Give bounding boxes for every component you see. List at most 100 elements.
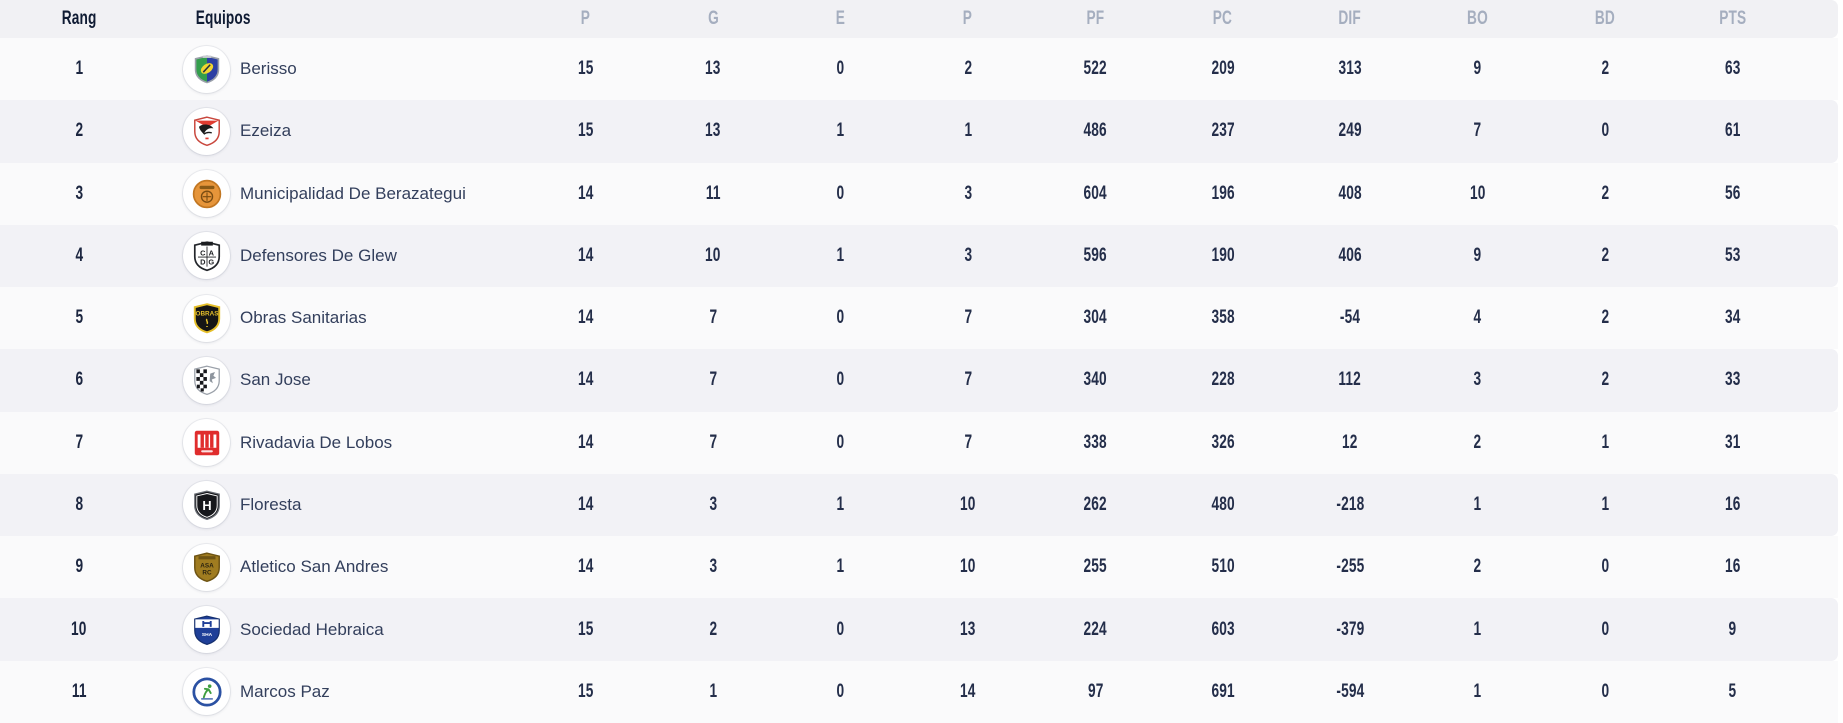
team-cell: Ezeiza (158, 107, 522, 155)
stat-cell-bo: 9 (1414, 245, 1541, 267)
stat-cell-pc: 326 (1159, 432, 1286, 454)
stat-cell-g: 3 (649, 494, 776, 516)
header-label-pc: PC (1213, 8, 1233, 29)
stat-cell-pc: 228 (1159, 369, 1286, 391)
stat-cell-pts: 16 (1669, 494, 1796, 516)
stat-cell-bd: 0 (1541, 681, 1668, 703)
team-cell: ASA RC Atletico San Andres (158, 543, 522, 591)
marcos-paz-crest-icon (183, 668, 230, 716)
stat-cell-pc: 196 (1159, 183, 1286, 205)
stat-value: 10 (960, 493, 976, 515)
header-label-p2: P (963, 8, 973, 29)
stat-value: 209 (1211, 58, 1235, 80)
stat-value: 7 (964, 307, 972, 329)
table-row[interactable]: 2 Ezeiza 15 13 1 1 486 237 249 7 0 61 (0, 100, 1838, 163)
stat-cell-bd: 2 (1541, 307, 1668, 329)
stat-cell-pf: 255 (1032, 556, 1159, 578)
table-row[interactable]: 9 ASA RC Atletico San Andres 14 3 1 10 25… (0, 536, 1838, 599)
stat-value: 5 (1728, 680, 1737, 702)
berisso-crest-icon (183, 45, 230, 93)
team-cell: Municipalidad De Berazategui (158, 170, 522, 218)
stat-value: 340 (1083, 369, 1107, 391)
stat-value: 228 (1211, 369, 1235, 391)
stat-value: 2 (1601, 244, 1609, 266)
stat-cell-p2: 14 (904, 681, 1031, 703)
stat-value: -594 (1336, 680, 1365, 702)
san-andres-crest-icon: ASA RC (183, 543, 230, 591)
stat-value: -54 (1339, 307, 1361, 329)
stat-value: 0 (836, 680, 845, 702)
rank-value: 2 (75, 120, 83, 142)
rivadavia-crest-icon (183, 419, 230, 467)
table-row[interactable]: 8 H Floresta 14 3 1 10 262 480 -218 1 1 … (0, 473, 1838, 537)
stat-cell-bo: 3 (1414, 369, 1541, 391)
stat-value: 9 (1473, 58, 1482, 80)
table-row[interactable]: 7 Rivadavia De Lobos 14 7 0 7 338 326 12… (0, 411, 1838, 474)
stat-value: 0 (836, 58, 845, 80)
svg-text:OBRAS: OBRAS (195, 311, 218, 318)
floresta-crest-icon: H (183, 481, 230, 529)
stat-cell-e: 0 (777, 619, 904, 641)
stat-cell-p1: 14 (522, 494, 649, 516)
stat-value: 15 (577, 58, 594, 80)
svg-text:A: A (208, 248, 214, 257)
stat-value: 0 (836, 307, 845, 329)
stat-value: 4 (1473, 307, 1482, 329)
stat-cell-p2: 2 (904, 58, 1031, 80)
stat-value: 237 (1211, 120, 1235, 142)
stat-cell-pc: 691 (1159, 681, 1286, 703)
stat-value: 7 (709, 369, 717, 391)
stat-cell-pf: 224 (1032, 619, 1159, 641)
stat-cell-pf: 596 (1032, 245, 1159, 267)
stat-cell-bo: 9 (1414, 58, 1541, 80)
stat-cell-p1: 14 (522, 556, 649, 578)
stat-cell-g: 7 (649, 369, 776, 391)
stat-cell-p1: 15 (522, 58, 649, 80)
table-row[interactable]: 10 SHA Sociedad Hebraica 15 2 0 13 224 6… (0, 598, 1838, 661)
stat-value: 406 (1338, 244, 1362, 266)
stat-value: 14 (577, 182, 594, 204)
stat-value: 9 (1473, 244, 1482, 266)
stat-value: 16 (1724, 493, 1741, 515)
stat-cell-pts: 61 (1669, 120, 1796, 142)
stat-value: -218 (1336, 493, 1365, 515)
header-label-dif: DIF (1338, 8, 1362, 29)
stat-value: 15 (577, 120, 594, 142)
header-cell-pf: PF (1032, 8, 1159, 30)
table-row[interactable]: 6 San Jose 14 7 0 7 340 228 112 3 2 33 (0, 349, 1838, 412)
stat-cell-dif: -218 (1286, 494, 1413, 516)
stat-value: 604 (1083, 182, 1107, 204)
table-row[interactable]: 5 OBRAS Obras Sanitarias 14 7 0 7 304 35… (0, 287, 1838, 350)
stat-value: 0 (836, 618, 845, 640)
stat-value: 13 (705, 58, 721, 80)
rank-value: 9 (75, 556, 83, 578)
stat-cell-bo: 2 (1414, 556, 1541, 578)
stat-cell-dif: 408 (1286, 183, 1413, 205)
stat-cell-p1: 15 (522, 681, 649, 703)
stat-cell-bd: 0 (1541, 120, 1668, 142)
stat-cell-g: 10 (649, 245, 776, 267)
stat-cell-pts: 33 (1669, 369, 1796, 391)
stat-cell-p2: 7 (904, 432, 1031, 454)
rank-cell: 11 (0, 681, 158, 703)
stat-cell-bd: 0 (1541, 556, 1668, 578)
team-name: Atletico San Andres (240, 557, 389, 577)
stat-cell-pc: 358 (1159, 307, 1286, 329)
stat-cell-g: 13 (649, 120, 776, 142)
stat-value: 7 (964, 431, 972, 453)
table-row[interactable]: 1 Berisso 15 13 0 2 522 209 313 9 2 63 (0, 38, 1838, 101)
table-row[interactable]: 11 Marcos Paz 15 1 0 14 97 691 -594 1 0 … (0, 660, 1838, 723)
stat-cell-e: 0 (777, 58, 904, 80)
table-row[interactable]: 3 Municipalidad De Berazategui 14 11 0 3… (0, 162, 1838, 225)
stat-value: 2 (1473, 556, 1482, 578)
stat-cell-p2: 10 (904, 556, 1031, 578)
header-cell-equipos: Equipos (158, 8, 522, 30)
stat-value: 7 (1473, 120, 1482, 142)
stat-cell-pc: 209 (1159, 58, 1286, 80)
header-cell-rang: Rang (0, 8, 158, 30)
stat-value: 34 (1724, 307, 1741, 329)
stat-value: 2 (1601, 369, 1609, 391)
stat-cell-p1: 14 (522, 369, 649, 391)
